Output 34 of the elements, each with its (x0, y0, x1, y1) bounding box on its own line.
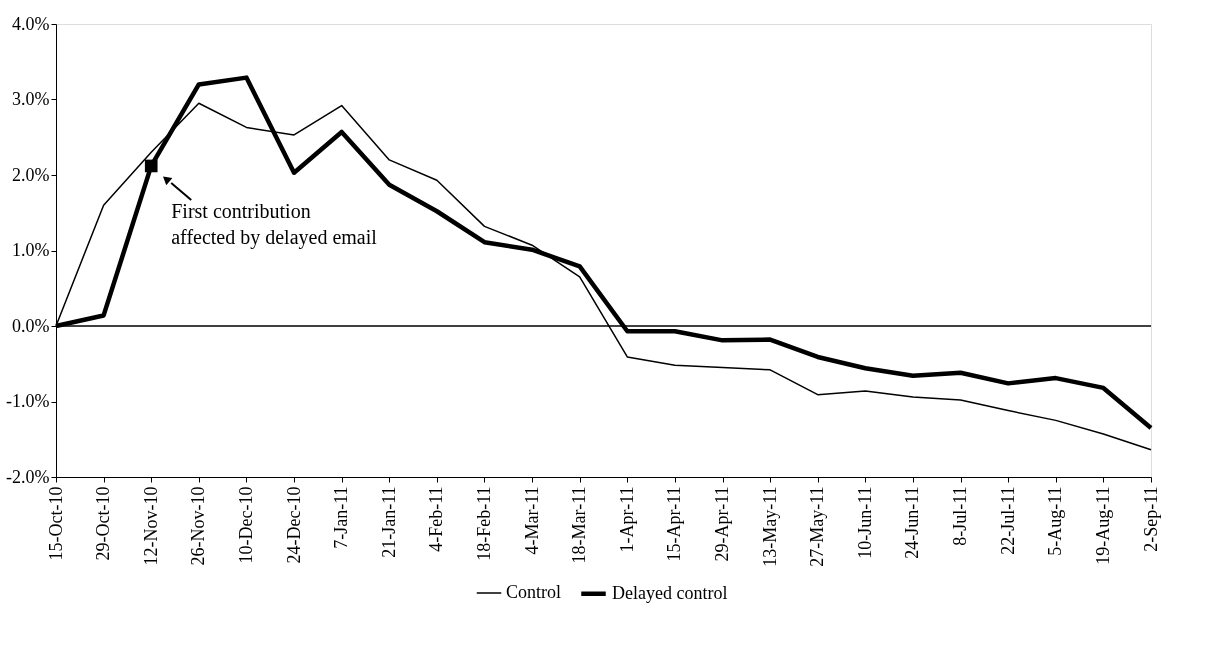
x-tick-label: 18-Mar-11 (569, 486, 590, 564)
x-tick-label: 29-Oct-10 (93, 486, 114, 561)
x-tick-label: 1-Apr-11 (616, 486, 637, 553)
x-tick-label: 18-Feb-11 (473, 486, 494, 561)
x-tick-label: 21-Jan-11 (378, 486, 399, 558)
x-tick-label: 15-Apr-11 (664, 486, 685, 562)
x-tick-label: 19-Aug-11 (1092, 486, 1113, 565)
x-tick-label: 4-Feb-11 (426, 486, 447, 552)
x-tick-label: 13-May-11 (759, 486, 780, 567)
x-tick-label: 27-May-11 (807, 486, 828, 567)
x-tick-label: 10-Dec-10 (235, 486, 256, 564)
x-tick-label: 24-Dec-10 (283, 486, 304, 564)
y-tick-label: -1.0% (6, 391, 50, 411)
x-tick-label: 26-Nov-10 (188, 486, 209, 566)
annotation: First contribution affected by delayed email (171, 199, 378, 249)
x-tick-label: 8-Jul-11 (950, 486, 971, 546)
legend-label: Delayed control (612, 582, 728, 603)
x-tick-label: 2-Sep-11 (1140, 486, 1161, 552)
x-tick-label: 15-Oct-10 (45, 486, 66, 561)
y-tick-label: 2.0% (12, 164, 50, 185)
x-tick-label: 12-Nov-10 (140, 486, 161, 566)
x-tick-label: 5-Aug-11 (1045, 486, 1066, 556)
legend-label: Control (506, 582, 562, 602)
x-tick-label: 24-Jun-11 (902, 486, 923, 559)
y-tick-label: 0.0% (12, 315, 50, 336)
y-tick-label: 1.0% (12, 240, 50, 260)
y-tick-label: -2.0% (6, 466, 50, 487)
x-tick-label: 29-Apr-11 (712, 486, 733, 562)
y-tick-label: 3.0% (12, 89, 50, 109)
x-tick-label: 4-Mar-11 (521, 486, 542, 555)
y-tick-label: 4.0% (12, 13, 50, 34)
x-tick-label: 7-Jan-11 (331, 486, 352, 549)
x-tick-label: 10-Jun-11 (854, 486, 875, 559)
x-tick-label: 22-Jul-11 (997, 486, 1018, 555)
